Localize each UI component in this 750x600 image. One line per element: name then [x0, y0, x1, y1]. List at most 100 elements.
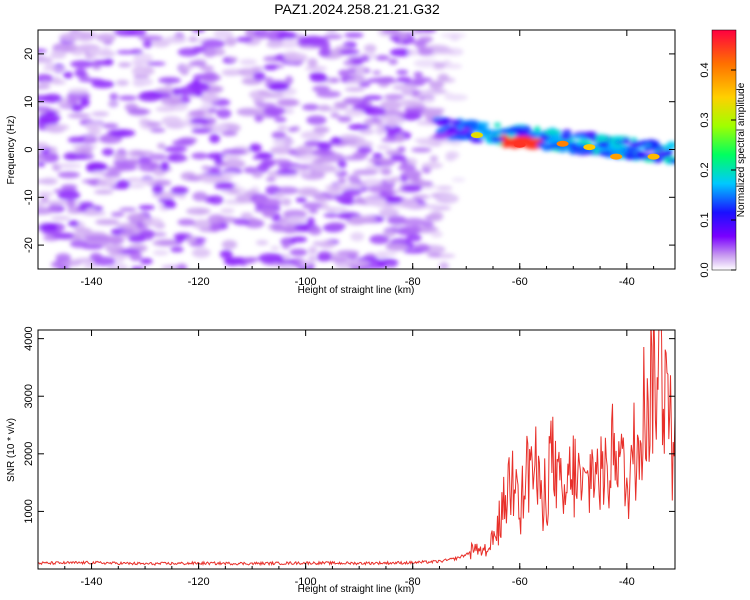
heatmap-cell [115, 179, 131, 190]
heatmap-cell [67, 113, 91, 119]
heatmap-cell [316, 90, 342, 98]
heatmap-cell [163, 200, 177, 209]
heatmap-cell [91, 80, 115, 89]
heatmap-cell [325, 222, 347, 230]
heatmap-cell [597, 134, 606, 142]
heatmap-cell [228, 57, 239, 62]
heatmap-cell [220, 208, 235, 214]
heatmap-cell [131, 66, 155, 76]
heatmap-cell [175, 234, 187, 242]
heatmap-cell [301, 171, 312, 177]
heatmap-cell [383, 94, 405, 100]
heatmap-cell [440, 117, 450, 123]
heatmap-cell [191, 152, 208, 160]
heatmap-cell [355, 136, 366, 144]
heatmap-cell [268, 82, 290, 92]
heatmap-cell [74, 227, 92, 234]
heatmap-cell [41, 230, 59, 235]
heatmap-cell [385, 263, 397, 268]
heatmap-cell [276, 169, 298, 175]
heatmap-cell [337, 159, 347, 169]
heatmap-cell [448, 125, 455, 131]
heatmap-xlabel: Height of straight line (km) [298, 285, 415, 296]
heatmap-peak [647, 153, 660, 160]
heatmap-cell [161, 116, 183, 126]
heatmap-cell [221, 239, 238, 250]
heatmap-cell [255, 239, 269, 246]
heatmap-cell [462, 119, 480, 126]
heatmap-cell [240, 212, 253, 219]
heatmap-cell [403, 112, 421, 121]
heatmap-cell [109, 93, 119, 100]
heatmap-cell [115, 254, 125, 263]
heatmap-cell [125, 30, 147, 37]
heatmap-cell [580, 151, 595, 155]
heatmap-cell [378, 79, 398, 84]
heatmap-cell [191, 247, 211, 258]
heatmap-cell [221, 148, 247, 155]
heatmap-cell [130, 48, 143, 55]
heatmap-cell [287, 127, 297, 133]
heatmap-cell [369, 234, 390, 245]
heatmap-cell [295, 197, 307, 203]
heatmap-cell [331, 256, 349, 263]
heatmap-cell [38, 84, 51, 90]
heatmap-cell [271, 131, 287, 139]
heatmap-cell [319, 202, 329, 210]
heatmap-cell [449, 33, 461, 42]
heatmap-cell [118, 95, 138, 101]
heatmap-cell [129, 251, 143, 262]
heatmap-cell [304, 66, 328, 71]
heatmap-cell [344, 109, 365, 117]
heatmap-cell [454, 130, 468, 137]
heatmap-cell [253, 196, 268, 203]
heatmap-cell [157, 142, 166, 150]
heatmap-cell [239, 58, 257, 66]
heatmap-cell [422, 220, 434, 228]
heatmap-cell [236, 107, 261, 117]
heatmap-cell [50, 50, 67, 60]
snr-ticks: -140 -120 -100 -80 -60 -40 1000 2000 3000 4000 [23, 326, 675, 588]
heatmap-cell [560, 134, 571, 141]
heatmap-cell [354, 67, 366, 76]
heatmap-cell [380, 100, 403, 111]
heatmap-cell [398, 163, 416, 172]
heatmap-cell [72, 51, 84, 56]
heatmap-cell [421, 162, 444, 169]
heatmap-cell [185, 207, 211, 216]
heatmap-cell [317, 104, 331, 112]
heatmap-cell [249, 143, 262, 153]
heatmap-cell [130, 266, 145, 269]
heatmap-cell [199, 65, 214, 71]
heatmap-cell [265, 92, 285, 99]
x-tick-label: -40 [619, 576, 635, 588]
heatmap-cell [209, 222, 221, 233]
heatmap-cell [436, 185, 453, 191]
heatmap-cell [429, 155, 439, 163]
heatmap-cell [89, 252, 103, 261]
snr-series [38, 330, 675, 567]
heatmap-cell [188, 60, 207, 67]
heatmap-cell [385, 149, 403, 156]
heatmap-cell [44, 200, 69, 206]
heatmap-cell [575, 142, 585, 146]
heatmap-cell [350, 215, 376, 221]
heatmap-cell [71, 104, 84, 112]
heatmap-cell [63, 71, 73, 79]
heatmap-cell [272, 138, 295, 146]
heatmap-cell [266, 40, 284, 49]
heatmap-cell [213, 30, 234, 39]
heatmap-cell [280, 263, 295, 269]
colorbar-ticks: 0.0 0.1 0.2 0.3 0.4 [699, 62, 736, 278]
heatmap-cell [347, 174, 360, 183]
heatmap-cell [142, 39, 153, 49]
heatmap-cell [546, 137, 559, 144]
heatmap-cell [363, 95, 384, 101]
heatmap-cell [344, 32, 364, 38]
heatmap-cell [61, 184, 78, 190]
heatmap-cell [375, 55, 390, 61]
heatmap-cell [57, 171, 81, 179]
heatmap-cell [207, 214, 226, 225]
heatmap-cell [256, 163, 270, 173]
heatmap-cell [262, 211, 275, 218]
